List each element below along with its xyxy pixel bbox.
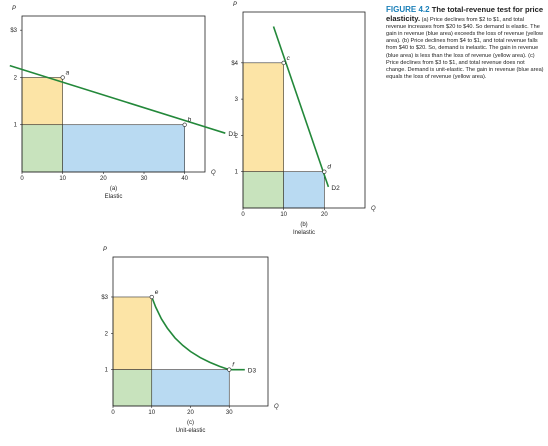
y-axis-label: P: [103, 247, 107, 253]
panel-letter: (c): [187, 420, 194, 426]
point-marker: [281, 60, 286, 65]
x-tick-label: 20: [100, 176, 107, 182]
x-tick-label: 10: [59, 176, 66, 182]
plot-frame: [242, 11, 366, 209]
revenue-area-blue: [283, 171, 325, 209]
point-marker: [182, 122, 187, 127]
x-tick-label: 0: [20, 176, 24, 182]
panel-subtitle: Elastic: [105, 194, 123, 200]
panel-letter: (a): [110, 186, 117, 192]
revenue-area-green: [242, 171, 284, 209]
point-label: b: [188, 117, 192, 124]
y-tick-label: 1: [105, 368, 109, 374]
demand-curve: [272, 26, 330, 188]
x-tick-label: 20: [187, 410, 194, 416]
x-tick-label: 40: [181, 176, 188, 182]
revenue-area-yellow: [242, 62, 284, 173]
plot-frame: [21, 15, 206, 173]
panel-subtitle: Inelastic: [293, 230, 315, 236]
point-marker: [322, 169, 327, 174]
x-tick-label: 20: [321, 212, 328, 218]
y-tick-label: 3: [235, 97, 239, 103]
y-tick-label: 2: [235, 133, 239, 139]
x-tick-label: 0: [111, 410, 115, 416]
revenue-area-yellow: [21, 77, 63, 126]
x-tick-label: 10: [280, 212, 287, 218]
x-tick-label: 0: [241, 212, 245, 218]
demand-curve-label: D3: [248, 368, 257, 375]
panel-letter: (b): [300, 222, 307, 228]
y-axis-label: P: [233, 2, 237, 8]
x-tick-label: 10: [148, 410, 155, 416]
panel-b: D2 c d 0 10 20 1 2 3 $4 P Q (b) Inelastic: [231, 2, 376, 236]
y-tick-label: $3: [10, 28, 17, 34]
x-axis-label: Q: [371, 206, 376, 212]
point-label: e: [155, 289, 159, 296]
revenue-area-yellow: [112, 296, 153, 370]
y-tick-label: 1: [14, 123, 18, 129]
point-label: c: [287, 55, 291, 62]
demand-curve-label: D2: [331, 185, 340, 192]
y-tick-label: $3: [101, 295, 108, 301]
panel-subtitle: Unit-elastic: [176, 428, 206, 434]
point-label: a: [66, 69, 70, 76]
y-axis-label: P: [12, 6, 16, 12]
revenue-area-green: [112, 369, 153, 407]
point-label: d: [327, 164, 331, 171]
demand-curve: [9, 64, 226, 134]
caption-body: (a) Price declines from $2 to $1, and to…: [386, 17, 544, 80]
x-tick-label: 30: [226, 410, 233, 416]
point-marker: [149, 294, 154, 300]
caption-label: FIGURE 4.2: [386, 5, 430, 14]
x-axis-label: Q: [274, 404, 279, 410]
y-tick-label: $4: [231, 61, 238, 67]
y-tick-label: 1: [235, 170, 239, 176]
point-label: f: [232, 362, 235, 369]
panel-a: D1 a b 0 10 20 30 40 1 2 $3 P Q (a) Elastic: [9, 6, 237, 200]
y-tick-label: 2: [14, 75, 18, 81]
revenue-area-blue: [151, 369, 230, 407]
point-marker: [227, 367, 232, 372]
panel-c: D3 e f 0 10 20 30 1 2 $3 P Q (c) Unit-elastic: [101, 247, 279, 434]
x-axis-label: Q: [211, 170, 216, 176]
figure-caption: FIGURE 4.2 The total-revenue test for pr…: [386, 5, 544, 81]
demand-curve-label: D1: [228, 131, 237, 138]
x-tick-label: 30: [141, 176, 148, 182]
revenue-area-blue: [62, 124, 185, 173]
demand-curve: [151, 296, 245, 371]
y-tick-label: 2: [105, 331, 109, 337]
caption-title: The total-revenue test for price elastic…: [386, 5, 544, 24]
point-marker: [60, 75, 65, 80]
caption-title-line: FIGURE 4.2 The total-revenue test for pr…: [386, 5, 543, 23]
revenue-area-green: [21, 124, 63, 173]
